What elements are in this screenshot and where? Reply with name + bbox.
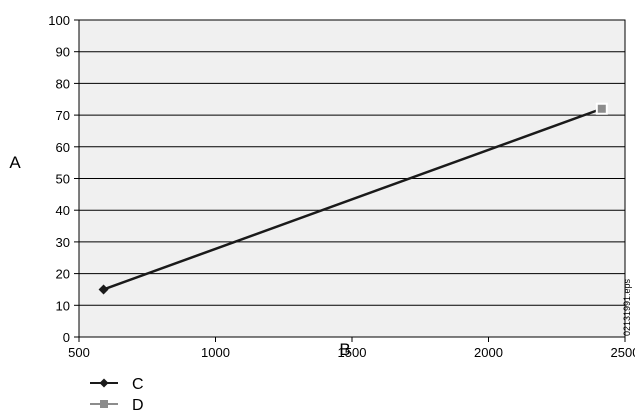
x-axis-title: B <box>339 340 350 359</box>
gridlines <box>79 51 625 306</box>
x-tick-label: 1500 <box>338 345 367 360</box>
legend-label-c: C <box>132 376 144 393</box>
y-tick-label: 40 <box>56 203 70 218</box>
figure-id-label: 02131991.eps <box>622 278 632 336</box>
legend-item-c: C <box>90 376 144 393</box>
legend: C D <box>90 376 144 414</box>
legend-marker-d <box>100 400 108 408</box>
y-tick-label: 70 <box>56 108 70 123</box>
y-tick-label: 0 <box>63 330 70 345</box>
y-tick-label: 10 <box>56 298 70 313</box>
y-tick-label: 50 <box>56 172 70 187</box>
y-tick-label: 20 <box>56 267 70 282</box>
series-markers <box>98 102 608 295</box>
y-axis-title: A <box>9 153 21 172</box>
series-line <box>103 107 603 291</box>
legend-marker-c <box>99 378 109 388</box>
data-point-c <box>98 284 109 295</box>
x-tick-label: 1000 <box>201 345 230 360</box>
y-tick-label: 60 <box>56 140 70 155</box>
x-tick-label: 500 <box>68 345 90 360</box>
trend-line <box>103 107 603 291</box>
legend-label-d: D <box>132 397 144 414</box>
y-tick-label: 100 <box>48 13 70 28</box>
y-axis-ticks: 0 10 20 30 40 50 60 70 80 90 100 <box>48 13 79 345</box>
y-tick-label: 30 <box>56 235 70 250</box>
y-tick-label: 80 <box>56 76 70 91</box>
y-tick-label: 90 <box>56 45 70 60</box>
data-point-d <box>597 104 606 113</box>
x-tick-label: 2000 <box>474 345 503 360</box>
legend-item-d: D <box>90 397 144 414</box>
